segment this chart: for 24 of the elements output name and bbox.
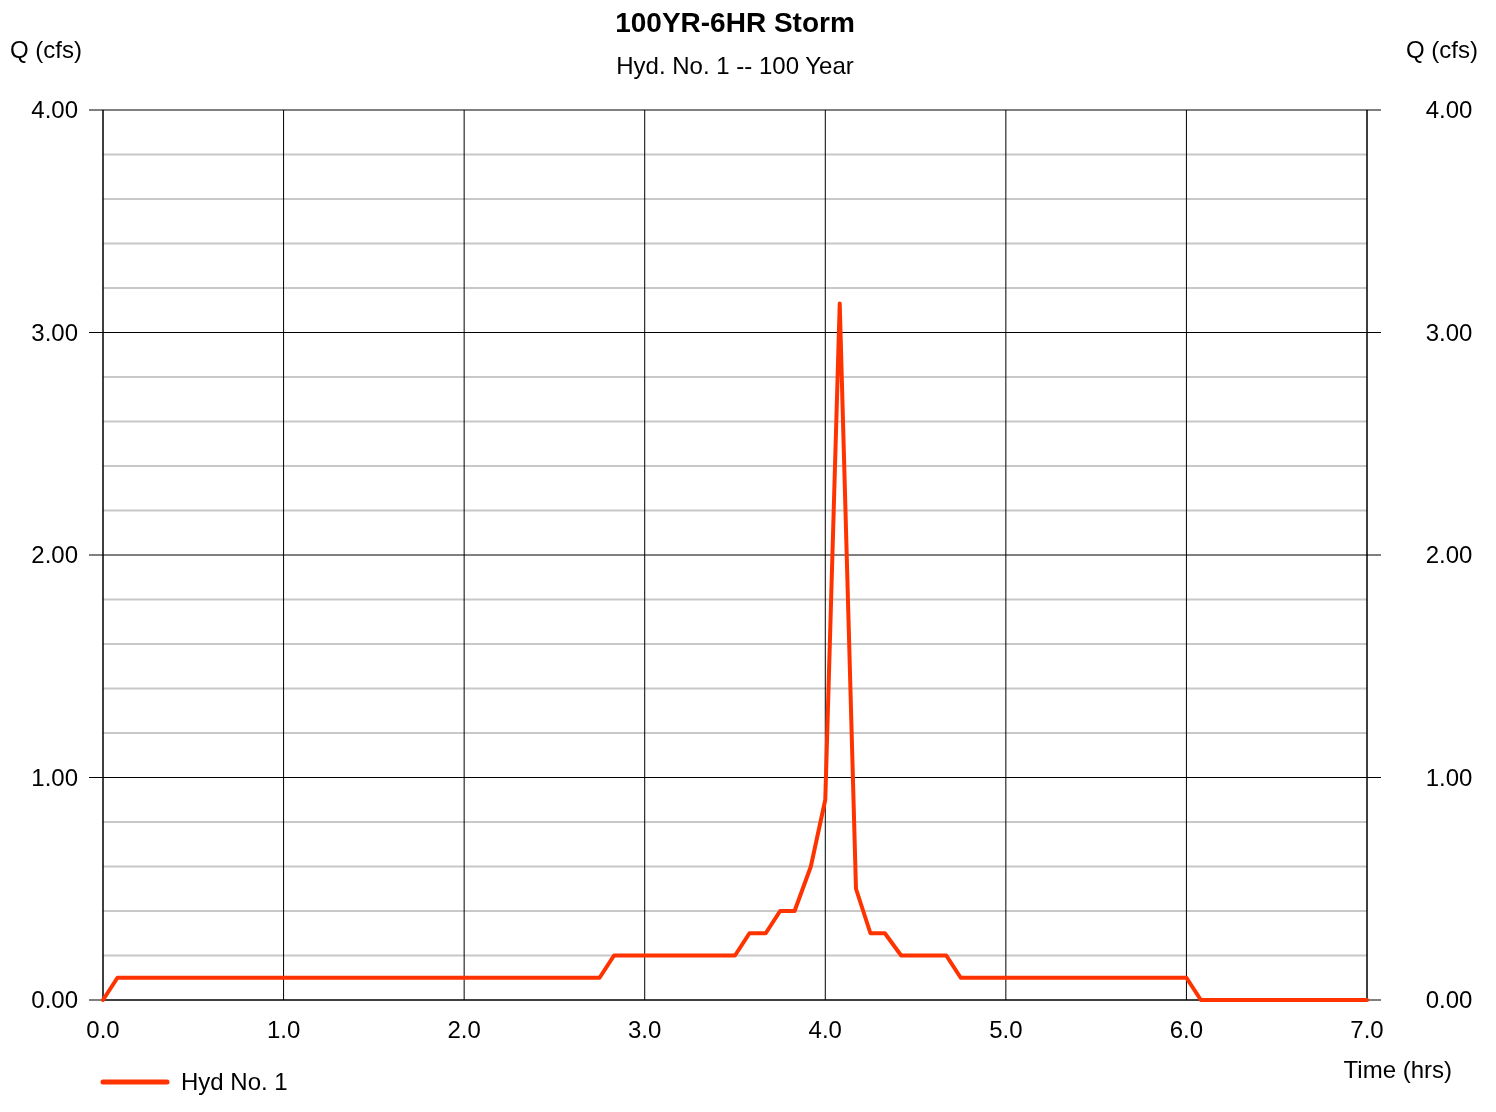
y2-axis-title: Q (cfs) [1406, 36, 1478, 63]
x-tick-label: 7.0 [1350, 1016, 1384, 1043]
x-axis-title: Time (hrs) [1343, 1056, 1452, 1083]
y2-tick-label: 4.00 [1425, 96, 1473, 124]
y-tick-label: 0.00 [31, 986, 78, 1014]
y-tick-label: 2.00 [31, 541, 78, 569]
chart-subtitle: Hyd. No. 1 -- 100 Year [616, 52, 854, 79]
y-tick-label: 4.00 [31, 96, 78, 124]
x-tick-label: 1.0 [266, 1016, 301, 1043]
y2-tick-label: 1.00 [1425, 763, 1473, 791]
y-tick-label: 3.00 [31, 318, 78, 346]
x-tick-label: 0.0 [86, 1016, 120, 1043]
x-tick-label: 4.0 [808, 1016, 842, 1043]
y-axis-title: Q (cfs) [10, 36, 82, 63]
chart-title: 100YR-6HR Storm [615, 7, 855, 38]
x-tick-label: 3.0 [628, 1016, 662, 1043]
y2-tick-label: 2.00 [1425, 541, 1473, 569]
legend-label: Hyd No. 1 [181, 1068, 288, 1096]
y2-tick-label: 0.00 [1425, 986, 1473, 1014]
x-tick-label: 6.0 [1169, 1016, 1204, 1043]
x-tick-label: 5.0 [989, 1016, 1023, 1043]
y-tick-label: 1.00 [31, 763, 78, 791]
y2-tick-label: 3.00 [1425, 318, 1473, 346]
x-tick-label: 2.0 [447, 1016, 481, 1043]
